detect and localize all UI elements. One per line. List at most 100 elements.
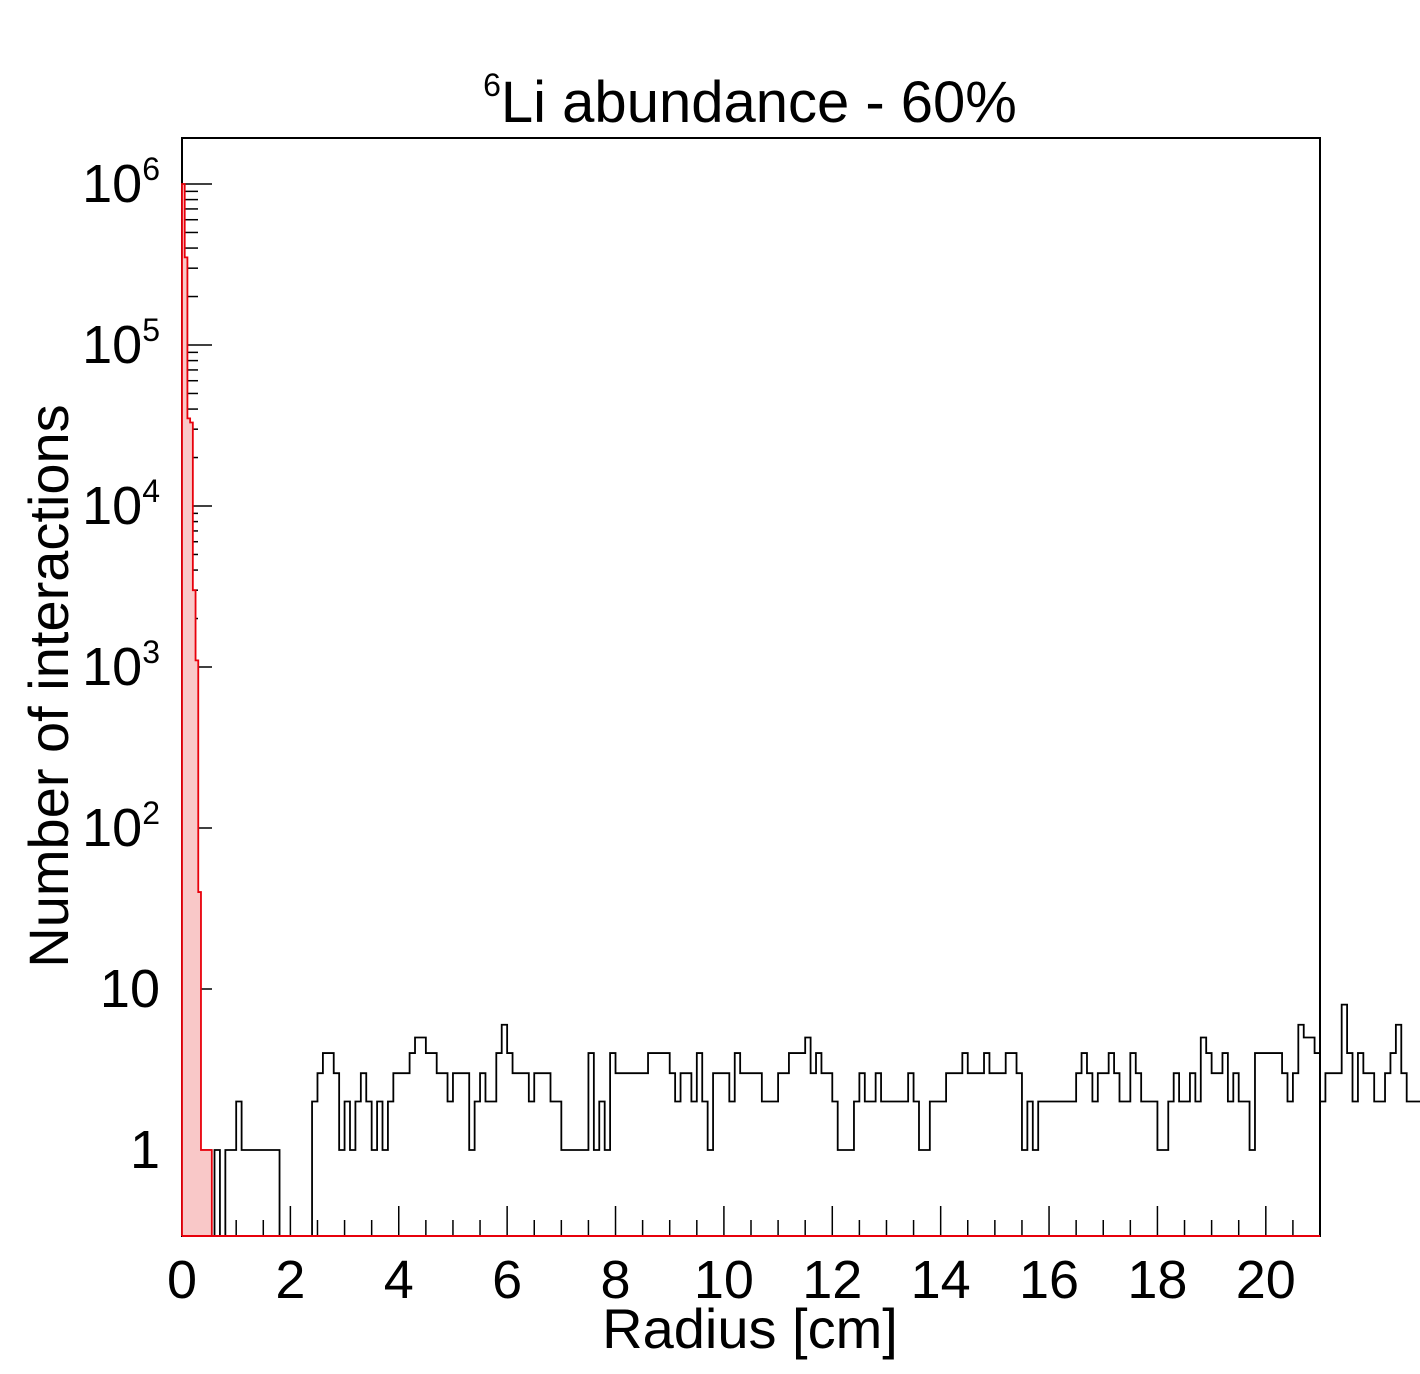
histogram-bin <box>724 1073 729 1236</box>
histogram-bin <box>626 1073 631 1236</box>
histogram-bin <box>729 1102 734 1236</box>
histogram-bin <box>664 1053 669 1236</box>
histogram-bin <box>1374 1102 1379 1236</box>
histogram-bin <box>1185 1102 1190 1236</box>
plot-area: 0 2 4 6 8 10 12 14 16 18 20 1 10 102 103 104 105 106 <box>82 137 1420 1310</box>
histogram-bin <box>209 1150 212 1236</box>
x-tick-label: 20 <box>1236 1250 1296 1310</box>
histogram-bin <box>1141 1102 1146 1236</box>
histogram-bin <box>1054 1102 1059 1236</box>
histogram-bin <box>859 1073 864 1236</box>
histogram-bin <box>1342 1005 1347 1236</box>
histogram-bin <box>1082 1053 1087 1236</box>
histogram-bin <box>1033 1150 1038 1236</box>
histogram-bin <box>914 1102 919 1236</box>
histogram-bin <box>1027 1102 1032 1236</box>
histogram-bin <box>1087 1073 1092 1236</box>
histogram-bin <box>973 1073 978 1236</box>
histogram-bin <box>1271 1053 1276 1236</box>
histogram-bin <box>702 1102 707 1236</box>
histogram-bin <box>773 1102 778 1236</box>
histogram-bin <box>968 1073 973 1236</box>
x-tick-label: 16 <box>1019 1250 1079 1310</box>
histogram-bin <box>800 1053 805 1236</box>
histogram-bin <box>653 1053 658 1236</box>
histogram-bin <box>849 1150 854 1236</box>
histogram-bin <box>1022 1150 1027 1236</box>
x-tick-label: 2 <box>275 1250 305 1310</box>
histogram-bin <box>594 1150 599 1236</box>
histogram-bin <box>1147 1102 1152 1236</box>
histogram-bin <box>1358 1053 1363 1236</box>
histogram-bin <box>1060 1102 1065 1236</box>
histogram-bin <box>854 1102 859 1236</box>
histogram-bin <box>366 1102 371 1236</box>
histogram-bin <box>350 1150 355 1236</box>
y-tick-label: 105 <box>82 312 160 375</box>
histogram-bin <box>561 1150 566 1236</box>
histogram-bin <box>1228 1102 1233 1236</box>
histogram-bin <box>442 1073 447 1236</box>
histogram-bin <box>550 1102 555 1236</box>
x-tick-label: 14 <box>911 1250 971 1310</box>
histogram-bin <box>762 1102 767 1236</box>
histogram-bin <box>269 1150 274 1236</box>
histogram-bin <box>377 1102 382 1236</box>
histogram-bin <box>578 1150 583 1236</box>
histogram-bin <box>420 1037 425 1236</box>
histogram-bin <box>323 1053 328 1236</box>
histogram-bin <box>1325 1073 1330 1236</box>
histogram-bin <box>1011 1053 1016 1236</box>
histogram-bin <box>393 1073 398 1236</box>
histogram-bin <box>1038 1102 1043 1236</box>
histogram-bin <box>816 1053 821 1236</box>
histogram-bin <box>827 1073 832 1236</box>
histogram-bin <box>496 1053 501 1236</box>
histogram-bin <box>1347 1053 1352 1236</box>
histogram-bin <box>236 1102 241 1236</box>
histogram-bin <box>1114 1073 1119 1236</box>
histogram-bin <box>1125 1102 1130 1236</box>
chart-title: 6Li abundance - 60% <box>483 67 1017 135</box>
histogram-bin <box>567 1150 572 1236</box>
histogram-bin <box>1353 1102 1358 1236</box>
histogram-bin <box>1157 1150 1162 1236</box>
histogram-bin <box>242 1150 247 1236</box>
histogram-bin <box>231 1150 236 1236</box>
histogram-bin <box>952 1073 957 1236</box>
histogram-bin <box>491 1102 496 1236</box>
histogram-bin <box>686 1073 691 1236</box>
histogram-bin <box>388 1102 393 1236</box>
histogram-bin <box>399 1073 404 1236</box>
histogram-bin <box>1049 1102 1054 1236</box>
series-1-line <box>213 1003 1420 1237</box>
histogram-bin <box>621 1073 626 1236</box>
histogram-bin <box>1401 1073 1406 1236</box>
histogram-bin <box>610 1053 615 1236</box>
histogram-bin <box>1304 1037 1309 1236</box>
histogram-bin <box>182 184 185 1236</box>
histogram-bin <box>1266 1053 1271 1236</box>
histogram-bin <box>1098 1073 1103 1236</box>
histogram-bin <box>458 1073 463 1236</box>
histogram-bin <box>1217 1073 1222 1236</box>
histogram-bin <box>941 1102 946 1236</box>
histogram-bin <box>713 1073 718 1236</box>
histogram-bin <box>206 1150 209 1236</box>
histogram-bin <box>258 1150 263 1236</box>
histogram-bin <box>502 1025 507 1236</box>
histogram-bin <box>957 1073 962 1236</box>
series-0-line <box>181 183 213 1236</box>
chart-title-superscript: 6 <box>483 67 501 103</box>
histogram-bin <box>1239 1102 1244 1236</box>
histogram-bin <box>1017 1073 1022 1236</box>
histogram-bin <box>1260 1053 1265 1236</box>
histogram-bin <box>1222 1053 1227 1236</box>
histogram-bin <box>794 1053 799 1236</box>
histogram-bin <box>843 1150 848 1236</box>
histogram-bin <box>919 1150 924 1236</box>
histogram-bin <box>372 1150 377 1236</box>
histogram-bin <box>1250 1150 1255 1236</box>
histogram-bin <box>746 1073 751 1236</box>
